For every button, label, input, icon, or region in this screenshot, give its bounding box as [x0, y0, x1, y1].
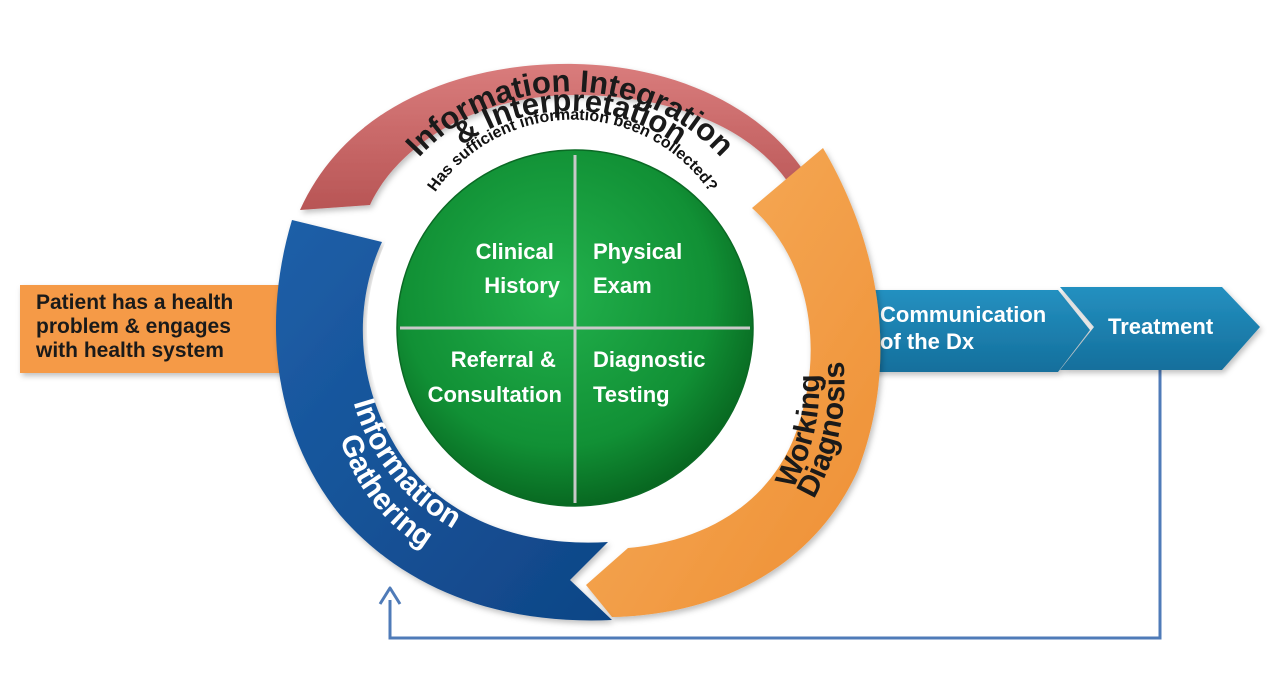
- treatment-label: Treatment: [1108, 314, 1214, 339]
- physical-exam-label: Physical Exam: [593, 239, 688, 298]
- information-gathering-arc: [275, 220, 612, 621]
- integration-arc: [300, 63, 815, 210]
- patient-input-label: Patient has a health problem & engages w…: [35, 291, 239, 362]
- patient-input-arrow: [20, 285, 322, 373]
- clinical-history-label: Clinical History: [476, 239, 561, 298]
- diagnostic-testing-label: Diagnostic Testing: [593, 347, 712, 407]
- feedback-line: [388, 368, 1162, 640]
- feedback-arrowhead: [378, 586, 402, 605]
- treatment-chevron: [1060, 287, 1260, 370]
- communication-chevron: [860, 290, 1090, 372]
- referral-consultation-label: Referral & Consultation: [428, 347, 562, 407]
- communication-label: Communication of the Dx: [880, 302, 1052, 354]
- working-diagnosis-arc: [586, 148, 881, 617]
